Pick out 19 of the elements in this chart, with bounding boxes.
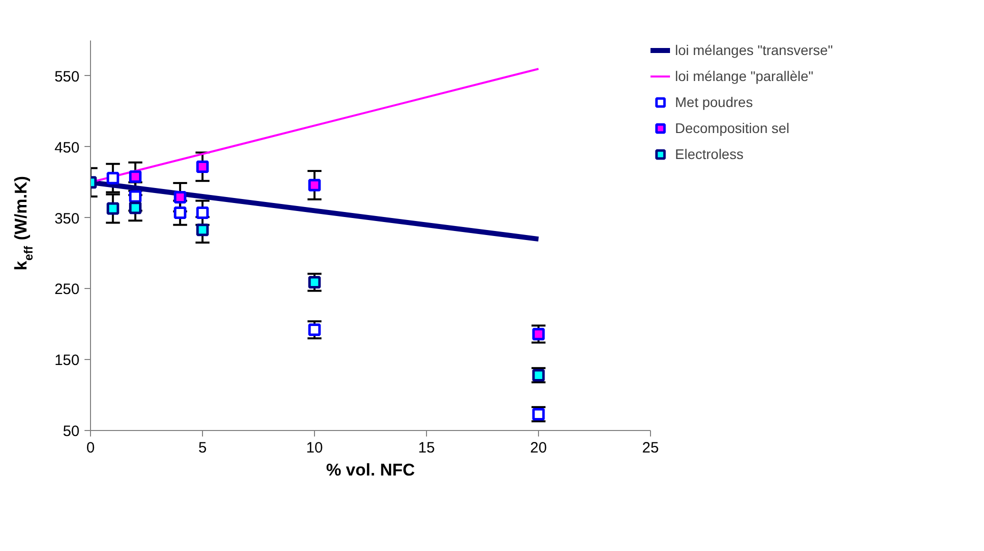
x-tick-label: 0: [86, 440, 95, 456]
legend-label: Met poudres: [675, 94, 753, 110]
x-tick-label: 5: [198, 440, 207, 456]
y-tick-label: 50: [62, 423, 80, 440]
x-tick-label: 20: [530, 440, 547, 456]
y-tick-label: 350: [54, 210, 80, 228]
y-tick-label: 150: [54, 352, 80, 370]
y-tick-label: 450: [54, 139, 80, 156]
legend-label: loi mélange "parallèle": [675, 68, 814, 84]
x-tick-label: 25: [642, 440, 659, 456]
y-tick-label: 250: [54, 281, 80, 298]
y-axis-title: keff (W/m.K): [12, 176, 36, 270]
legend-label: loi mélanges "transverse": [675, 42, 833, 58]
y-tick-label: 550: [54, 68, 80, 86]
x-tick-label: 10: [306, 440, 323, 456]
legend-label: Decomposition sel: [675, 120, 790, 136]
x-tick-label: 15: [418, 440, 435, 456]
x-axis-title: % vol. NFC: [326, 460, 415, 480]
legend-label: Electroless: [675, 146, 744, 162]
